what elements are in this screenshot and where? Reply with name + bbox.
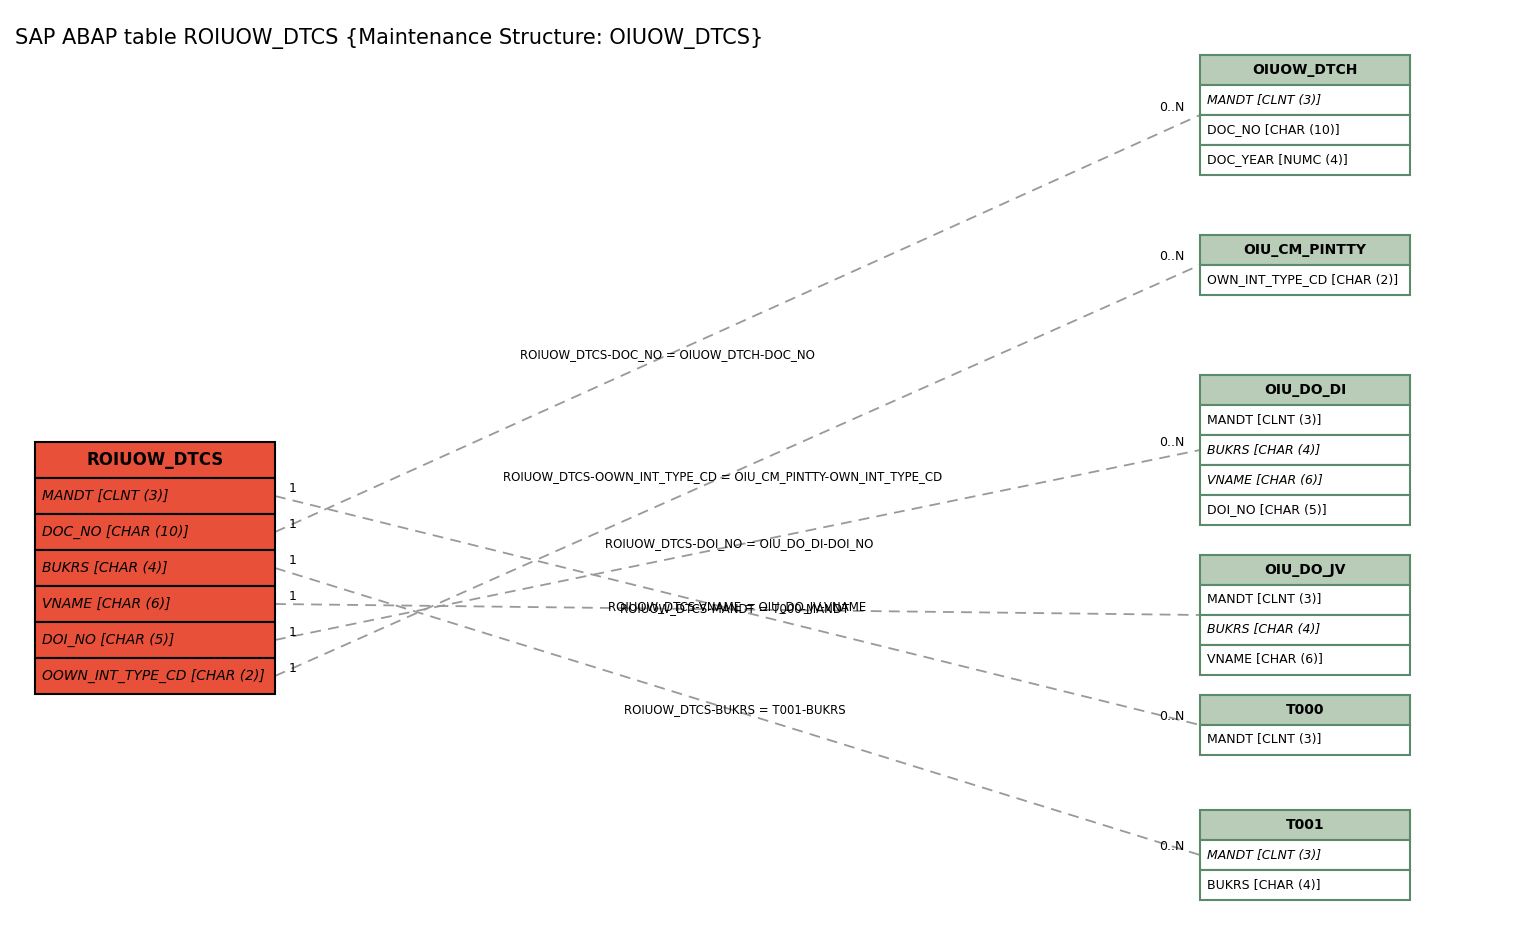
Text: BUKRS [CHAR (4)]: BUKRS [CHAR (4)] [1208,443,1320,456]
Bar [1200,810,1410,840]
Bar [1200,405,1410,435]
Text: 0..N: 0..N [1159,436,1185,449]
Bar [1200,55,1410,85]
Bar [1200,495,1410,525]
Text: VNAME [CHAR (6)]: VNAME [CHAR (6)] [1208,654,1323,667]
Text: MANDT [CLNT (3)]: MANDT [CLNT (3)] [1208,593,1322,606]
Text: MANDT [CLNT (3)]: MANDT [CLNT (3)] [1208,94,1322,107]
Text: DOC_NO [CHAR (10)]: DOC_NO [CHAR (10)] [43,525,189,540]
Text: ROIUOW_DTCS-MANDT = T000-MANDT: ROIUOW_DTCS-MANDT = T000-MANDT [621,603,850,616]
Text: VNAME [CHAR (6)]: VNAME [CHAR (6)] [1208,474,1323,487]
Text: OIU_CM_PINTTY: OIU_CM_PINTTY [1244,243,1366,257]
Bar [1200,465,1410,495]
Text: OIUOW_DTCH: OIUOW_DTCH [1252,63,1358,77]
Bar [1200,85,1410,115]
Text: MANDT [CLNT (3)]: MANDT [CLNT (3)] [1208,848,1322,861]
Bar [1200,585,1410,615]
Text: ROIUOW_DTCS-OOWN_INT_TYPE_CD = OIU_CM_PINTTY-OWN_INT_TYPE_CD: ROIUOW_DTCS-OOWN_INT_TYPE_CD = OIU_CM_PI… [503,470,943,483]
Bar [1200,840,1410,870]
Text: ROIUOW_DTCS: ROIUOW_DTCS [87,451,224,469]
Text: 1: 1 [289,590,297,603]
Text: VNAME [CHAR (6)]: VNAME [CHAR (6)] [43,597,170,611]
Text: 1: 1 [289,481,297,494]
Text: OIU_DO_JV: OIU_DO_JV [1264,563,1346,577]
Text: MANDT [CLNT (3)]: MANDT [CLNT (3)] [43,489,169,503]
Text: 1: 1 [289,517,297,530]
Bar [35,514,275,550]
Bar [35,550,275,586]
Bar [1200,615,1410,645]
Text: T000: T000 [1285,703,1325,717]
Bar [35,442,275,478]
Bar [1200,145,1410,175]
Text: ROIUOW_DTCS-DOI_NO = OIU_DO_DI-DOI_NO: ROIUOW_DTCS-DOI_NO = OIU_DO_DI-DOI_NO [605,537,873,550]
Text: 0..N: 0..N [1159,710,1185,723]
Bar [1200,695,1410,725]
Bar [1200,435,1410,465]
Text: 1: 1 [289,662,297,675]
Text: DOI_NO [CHAR (5)]: DOI_NO [CHAR (5)] [43,633,175,647]
Text: BUKRS [CHAR (4)]: BUKRS [CHAR (4)] [43,561,167,575]
Text: BUKRS [CHAR (4)]: BUKRS [CHAR (4)] [1208,624,1320,637]
Bar [1200,725,1410,755]
Text: 0..N: 0..N [1159,100,1185,113]
Text: OWN_INT_TYPE_CD [CHAR (2)]: OWN_INT_TYPE_CD [CHAR (2)] [1208,273,1398,286]
Text: ROIUOW_DTCS-DOC_NO = OIUOW_DTCH-DOC_NO: ROIUOW_DTCS-DOC_NO = OIUOW_DTCH-DOC_NO [520,348,815,361]
Bar [35,658,275,694]
Bar [1200,555,1410,585]
Bar [1200,265,1410,295]
Text: 0..N: 0..N [1159,841,1185,854]
Text: ROIUOW_DTCS-BUKRS = T001-BUKRS: ROIUOW_DTCS-BUKRS = T001-BUKRS [624,703,846,716]
Text: DOC_NO [CHAR (10)]: DOC_NO [CHAR (10)] [1208,123,1340,136]
Text: 1: 1 [289,626,297,639]
Bar [1200,375,1410,405]
Bar [1200,870,1410,900]
Text: ROIUOW_DTCS-VNAME = OIU_DO_JV-VNAME: ROIUOW_DTCS-VNAME = OIU_DO_JV-VNAME [608,602,867,615]
Bar [35,622,275,658]
Bar [1200,235,1410,265]
Bar [35,478,275,514]
Text: MANDT [CLNT (3)]: MANDT [CLNT (3)] [1208,733,1322,746]
Text: BUKRS [CHAR (4)]: BUKRS [CHAR (4)] [1208,879,1320,892]
Bar [35,586,275,622]
Text: OOWN_INT_TYPE_CD [CHAR (2)]: OOWN_INT_TYPE_CD [CHAR (2)] [43,669,265,683]
Text: 1: 1 [289,553,297,566]
Text: T001: T001 [1285,818,1325,832]
Text: MANDT [CLNT (3)]: MANDT [CLNT (3)] [1208,413,1322,426]
Text: SAP ABAP table ROIUOW_DTCS {Maintenance Structure: OIUOW_DTCS}: SAP ABAP table ROIUOW_DTCS {Maintenance … [15,28,764,49]
Text: OIU_DO_DI: OIU_DO_DI [1264,383,1346,397]
Text: DOC_YEAR [NUMC (4)]: DOC_YEAR [NUMC (4)] [1208,154,1348,167]
Text: 0..N: 0..N [1159,250,1185,263]
Bar [1200,115,1410,145]
Bar [1200,645,1410,675]
Text: DOI_NO [CHAR (5)]: DOI_NO [CHAR (5)] [1208,503,1326,516]
